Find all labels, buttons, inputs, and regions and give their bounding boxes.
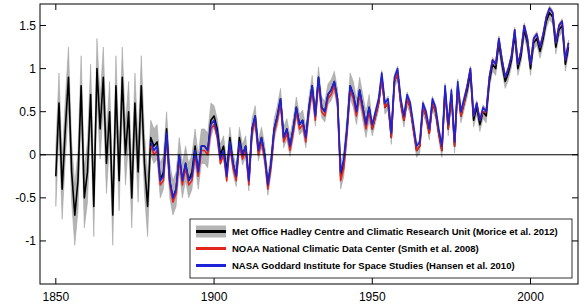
x-tick-label: 2000 [517, 290, 544, 304]
plot-frame [40, 4, 578, 284]
series-line [151, 8, 569, 198]
y-tick [40, 25, 46, 26]
plot-area [56, 6, 569, 246]
x-tick [372, 4, 373, 10]
y-tick-label: -1 [25, 234, 36, 248]
y-tick-label: 1 [29, 62, 36, 76]
series-line [151, 8, 569, 202]
y-tick [572, 197, 578, 198]
x-tick [214, 278, 215, 284]
y-tick [40, 111, 46, 112]
y-tick [572, 111, 578, 112]
x-tick [372, 278, 373, 284]
y-tick-label: -0.5 [15, 191, 36, 205]
y-tick-label: 1.5 [19, 19, 36, 33]
y-tick-label: 0 [29, 148, 36, 162]
y-tick [572, 25, 578, 26]
chart-svg: -1 -0.5 0 0.5 1 1.5 1850 1900 1950 2000 Met Office… [0, 0, 584, 308]
x-tick [214, 4, 215, 10]
legend-swatch [196, 247, 226, 250]
legend-band-swatch [196, 226, 226, 238]
zero-line [40, 154, 578, 155]
chart-container: -1 -0.5 0 0.5 1 1.5 1850 1900 1950 2000 Met Office… [0, 0, 584, 308]
x-tick-label: 1900 [201, 290, 228, 304]
legend-swatch [196, 230, 226, 233]
legend: Met Office Hadley Centre and Climatic Re… [190, 219, 572, 278]
series-line [56, 13, 569, 215]
legend-swatch [196, 264, 226, 267]
x-tick [55, 4, 56, 10]
y-tick-label: 0.5 [19, 105, 36, 119]
x-tick [530, 278, 531, 284]
legend-label: Met Office Hadley Centre and Climatic Re… [232, 226, 558, 237]
y-tick [572, 240, 578, 241]
y-tick [40, 197, 46, 198]
legend-label: NASA Goddard Institute for Space Studies… [232, 260, 515, 271]
y-tick [40, 240, 46, 241]
y-tick [40, 154, 46, 155]
legend-label: NOAA National Climatic Data Center (Smit… [232, 243, 479, 254]
y-tick [572, 68, 578, 69]
legend-box [190, 219, 572, 278]
x-tick-label: 1850 [42, 290, 69, 304]
x-tick-label: 1950 [359, 290, 386, 304]
y-tick [572, 154, 578, 155]
uncertainty-band [56, 6, 569, 246]
y-tick [40, 68, 46, 69]
x-tick [530, 4, 531, 10]
x-tick [55, 278, 56, 284]
